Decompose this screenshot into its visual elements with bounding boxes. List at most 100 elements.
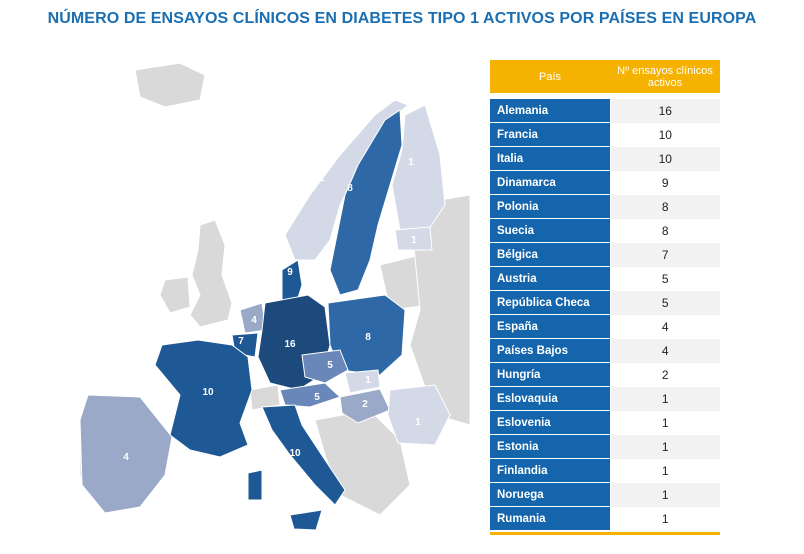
country-name: Bélgica xyxy=(490,243,610,267)
trial-count: 10 xyxy=(610,147,720,171)
trial-count: 1 xyxy=(610,411,720,435)
trial-count: 8 xyxy=(610,195,720,219)
country-name: España xyxy=(490,315,610,339)
country-name: Estonia xyxy=(490,435,610,459)
countries-table: País Nº ensayos clínicos activos Alemani… xyxy=(490,60,720,535)
map-value-label: 10 xyxy=(202,387,214,398)
country-name: Eslovenia xyxy=(490,411,610,435)
map-value-label: 8 xyxy=(365,332,371,343)
trial-count: 2 xyxy=(610,363,720,387)
header-count: Nº ensayos clínicos activos xyxy=(617,64,713,89)
map-value-label: 10 xyxy=(289,448,301,459)
table-row: Bélgica 7 xyxy=(490,243,720,267)
france-shape xyxy=(154,339,253,458)
map-value-label: 1 xyxy=(415,417,421,428)
table-row: Suecia 8 xyxy=(490,219,720,243)
trial-count: 1 xyxy=(610,507,720,531)
iceland-shape xyxy=(134,62,206,108)
header-country: País xyxy=(538,70,561,83)
chart-title: NÚMERO DE ENSAYOS CLÍNICOS EN DIABETES T… xyxy=(47,10,757,27)
table-row: Austria 5 xyxy=(490,267,720,291)
map-labels: 16 10 10 9 8 8 7 5 5 4 4 2 1 1 1 1 1 xyxy=(123,157,421,463)
country-name: Francia xyxy=(490,123,610,147)
table-row: Noruega 1 xyxy=(490,483,720,507)
map-value-label: 4 xyxy=(123,452,129,463)
trial-count: 5 xyxy=(610,291,720,315)
trial-count: 1 xyxy=(610,459,720,483)
country-name: Noruega xyxy=(490,483,610,507)
data-countries xyxy=(79,99,451,531)
map-value-label: 1 xyxy=(319,173,325,184)
table-row: Alemania 16 xyxy=(490,99,720,123)
trial-count: 5 xyxy=(610,267,720,291)
country-name: Suecia xyxy=(490,219,610,243)
trial-count: 4 xyxy=(610,315,720,339)
trial-count: 7 xyxy=(610,243,720,267)
poland-shape xyxy=(327,294,406,376)
table-row: República Checa 5 xyxy=(490,291,720,315)
hungary-shape xyxy=(339,388,391,424)
table-row: Eslovenia 1 xyxy=(490,411,720,435)
table-header: País Nº ensayos clínicos activos xyxy=(490,60,720,93)
table-row: Hungría 2 xyxy=(490,363,720,387)
country-name: República Checa xyxy=(490,291,610,315)
map-value-label: 8 xyxy=(347,183,353,194)
map-value-label: 1 xyxy=(411,235,417,246)
map-value-label: 7 xyxy=(238,336,244,347)
trial-count: 4 xyxy=(610,339,720,363)
country-name: Eslovaquia xyxy=(490,387,610,411)
table-row: Italia 10 xyxy=(490,147,720,171)
country-name: Austria xyxy=(490,267,610,291)
czech-shape xyxy=(301,349,349,384)
ireland-shape xyxy=(159,276,191,314)
trial-count: 1 xyxy=(610,387,720,411)
slovakia-shape xyxy=(344,369,381,394)
trial-count: 1 xyxy=(610,483,720,507)
italy-shape xyxy=(261,404,346,506)
spain-shape xyxy=(79,394,173,514)
country-name: Rumania xyxy=(490,507,610,531)
table-bottom-line xyxy=(490,532,720,535)
map-value-label: 1 xyxy=(408,157,414,168)
country-name: Países Bajos xyxy=(490,339,610,363)
map-value-label: 5 xyxy=(327,360,333,371)
table-row: Eslovaquia 1 xyxy=(490,387,720,411)
trial-count: 9 xyxy=(610,171,720,195)
map-value-label: 9 xyxy=(287,267,293,278)
map-value-label: 4 xyxy=(251,315,257,326)
austria-shape xyxy=(279,382,341,408)
country-name: Alemania xyxy=(490,99,610,123)
sweden-shape xyxy=(329,109,403,296)
map-value-label: 1 xyxy=(365,375,371,386)
table-row: Dinamarca 9 xyxy=(490,171,720,195)
europe-map: 16 10 10 9 8 8 7 5 5 4 4 2 1 1 1 1 1 xyxy=(79,62,470,531)
country-name: Polonia xyxy=(490,195,610,219)
table-row: España 4 xyxy=(490,315,720,339)
map-value-label: 2 xyxy=(362,399,368,410)
uk-shape xyxy=(189,219,233,328)
table-row: Polonia 8 xyxy=(490,195,720,219)
country-name: Finlandia xyxy=(490,459,610,483)
trial-count: 8 xyxy=(610,219,720,243)
table-row: Francia 10 xyxy=(490,123,720,147)
estonia-shape xyxy=(394,226,433,251)
denmark-shape xyxy=(281,259,303,308)
switzerland-shape xyxy=(249,384,281,411)
trial-count: 1 xyxy=(610,435,720,459)
country-name: Dinamarca xyxy=(490,171,610,195)
trial-count: 16 xyxy=(610,99,720,123)
table-rows: Alemania 16 Francia 10 Italia 10 Dinamarca 9 Pol… xyxy=(490,99,720,531)
sicily-shape xyxy=(289,509,323,531)
country-name: Hungría xyxy=(490,363,610,387)
romania-shape xyxy=(387,384,451,446)
background-countries xyxy=(79,62,470,516)
country-name: Italia xyxy=(490,147,610,171)
trial-count: 10 xyxy=(610,123,720,147)
map-value-label: 16 xyxy=(284,339,296,350)
map-value-label: 5 xyxy=(314,392,320,403)
table-row: Rumania 1 xyxy=(490,507,720,531)
table-row: Países Bajos 4 xyxy=(490,339,720,363)
table-row: Finlandia 1 xyxy=(490,459,720,483)
sardinia-shape xyxy=(247,469,263,501)
table-row: Estonia 1 xyxy=(490,435,720,459)
